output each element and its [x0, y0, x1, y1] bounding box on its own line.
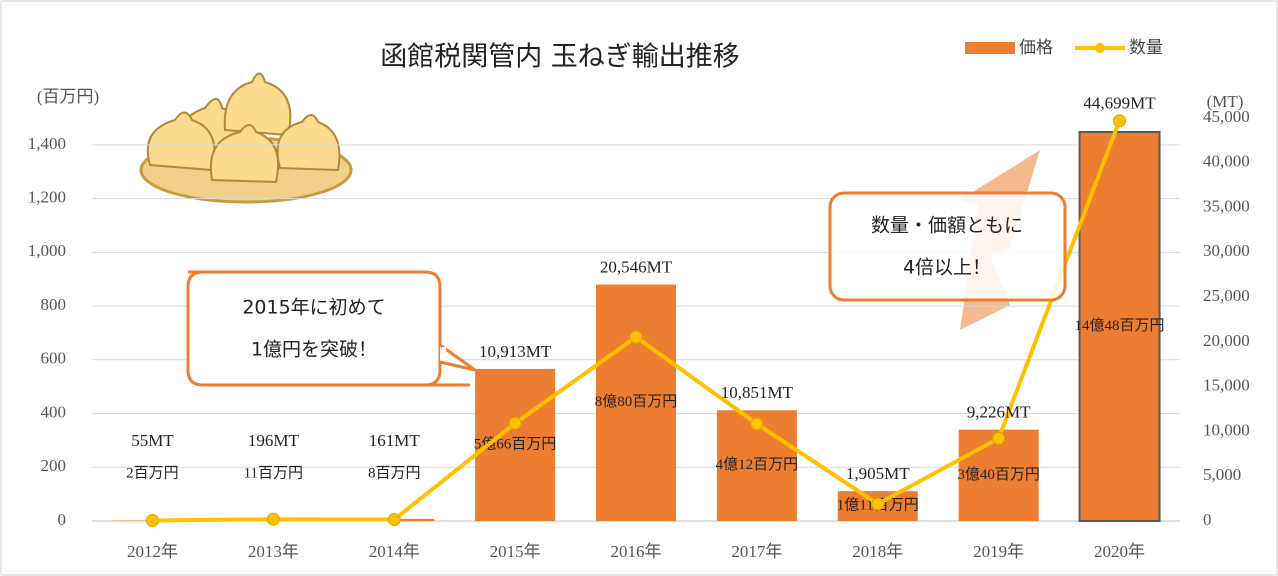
line-point — [388, 514, 400, 526]
line-point — [751, 418, 763, 430]
line-point — [872, 498, 884, 510]
x-tick-label: 2016年 — [611, 542, 662, 561]
y2-tick-label: 35,000 — [1203, 196, 1250, 215]
x-tick-label: 2020年 — [1094, 542, 1145, 561]
x-tick-label: 2013年 — [248, 542, 299, 561]
line-value-label: 9,226MT — [967, 403, 1031, 422]
y-tick-label: 200 — [41, 456, 67, 475]
y-tick-label: 600 — [41, 349, 67, 368]
line-point — [1114, 115, 1126, 127]
y-tick-label: 0 — [58, 510, 67, 529]
y-tick-label: 1,400 — [28, 134, 66, 153]
y2-tick-label: 45,000 — [1203, 107, 1250, 126]
y2-tick-label: 10,000 — [1203, 420, 1250, 439]
bar-value-label: 8百万円 — [368, 465, 421, 481]
line-value-label: 1,905MT — [846, 464, 910, 483]
line-value-label: 196MT — [248, 431, 300, 450]
bar-value-label: 4億12百万円 — [716, 456, 799, 473]
y-tick-label: 1,000 — [28, 241, 66, 260]
x-tick-label: 2015年 — [490, 542, 541, 561]
line-point — [267, 513, 279, 525]
line-point — [993, 432, 1005, 444]
chart-title: 函館税関管内 玉ねぎ輸出推移 — [380, 42, 740, 73]
bar-value-label: 14億48百万円 — [1075, 317, 1165, 334]
line-point — [509, 417, 521, 429]
line-value-label: 10,851MT — [721, 383, 794, 402]
y-tick-label: 1,200 — [28, 188, 66, 207]
annotation: 4倍以上！ — [903, 257, 991, 279]
y2-tick-label: 25,000 — [1203, 286, 1250, 305]
bar-value-label: 8億80百万円 — [595, 393, 678, 410]
y-axis-title: (百万円) — [37, 87, 99, 106]
bar-value-label: 2百万円 — [126, 465, 179, 481]
y2-tick-label: 5,000 — [1203, 465, 1241, 484]
y2-tick-label: 40,000 — [1203, 152, 1250, 171]
line-value-label: 161MT — [369, 431, 421, 450]
chart: 函館税関管内 玉ねぎ輸出推移 (百万円) (MT) 02004006008001… — [0, 0, 1278, 576]
y2-tick-label: 0 — [1203, 510, 1212, 529]
callout-cover — [442, 347, 446, 360]
callout-box — [188, 272, 470, 385]
line-value-label: 10,913MT — [479, 342, 552, 361]
callout-box — [830, 193, 1065, 300]
bar-value-label: 11百万円 — [244, 465, 303, 481]
annotation: 1億円を突破！ — [251, 339, 377, 361]
y-tick-label: 400 — [41, 402, 67, 421]
x-tick-label: 2019年 — [973, 542, 1024, 561]
line-point — [630, 331, 642, 343]
line-value-label: 44,699MT — [1083, 94, 1156, 113]
annotation: 数量・価額ともに — [871, 215, 1023, 237]
legend-label: 数量 — [1129, 38, 1163, 58]
bar-value-label: 3億40百万円 — [957, 466, 1040, 483]
y2-tick-label: 20,000 — [1203, 331, 1250, 350]
x-tick-label: 2018年 — [852, 542, 903, 561]
y-tick-label: 800 — [41, 295, 67, 314]
y2-tick-label: 30,000 — [1203, 241, 1250, 260]
x-tick-label: 2012年 — [127, 542, 178, 561]
line-point — [146, 515, 158, 527]
y2-tick-label: 15,000 — [1203, 376, 1250, 395]
x-tick-label: 2014年 — [369, 542, 420, 561]
x-tick-label: 2017年 — [731, 542, 782, 561]
legend-swatch — [1095, 43, 1105, 53]
legend-label: 価格 — [1019, 38, 1053, 58]
annotation: 2015年に初めて — [242, 297, 385, 319]
legend-swatch — [965, 42, 1015, 54]
line-value-label: 55MT — [131, 431, 174, 450]
line-value-label: 20,546MT — [600, 257, 673, 276]
